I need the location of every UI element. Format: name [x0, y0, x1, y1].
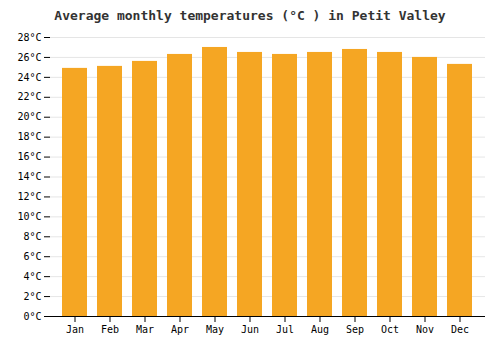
svg-text:6°C: 6°C [23, 251, 41, 262]
svg-text:Feb: Feb [101, 324, 119, 335]
svg-text:16°C: 16°C [17, 151, 41, 162]
svg-text:Nov: Nov [416, 324, 434, 335]
svg-text:Jun: Jun [241, 324, 259, 335]
svg-text:Jul: Jul [276, 324, 294, 335]
svg-text:8°C: 8°C [23, 231, 41, 242]
svg-text:26°C: 26°C [17, 52, 41, 63]
svg-text:Oct: Oct [381, 324, 399, 335]
svg-text:Dec: Dec [451, 324, 469, 335]
svg-text:May: May [206, 324, 224, 335]
svg-text:24°C: 24°C [17, 72, 41, 83]
svg-text:Mar: Mar [136, 324, 154, 335]
svg-text:18°C: 18°C [17, 131, 41, 142]
svg-text:22°C: 22°C [17, 91, 41, 102]
svg-text:0°C: 0°C [23, 311, 41, 322]
svg-text:4°C: 4°C [23, 271, 41, 282]
svg-text:20°C: 20°C [17, 111, 41, 122]
svg-text:14°C: 14°C [17, 171, 41, 182]
svg-text:12°C: 12°C [17, 191, 41, 202]
svg-text:Jan: Jan [66, 324, 84, 335]
svg-text:Sep: Sep [346, 324, 364, 335]
svg-text:28°C: 28°C [17, 32, 41, 43]
svg-text:Apr: Apr [171, 324, 189, 335]
svg-text:2°C: 2°C [23, 291, 41, 302]
html-text:Average monthly temperatures (: Average monthly temperatures (°C ) in Pe… [54, 8, 446, 23]
svg-text:Aug: Aug [311, 324, 329, 335]
svg-text:10°C: 10°C [17, 211, 41, 222]
